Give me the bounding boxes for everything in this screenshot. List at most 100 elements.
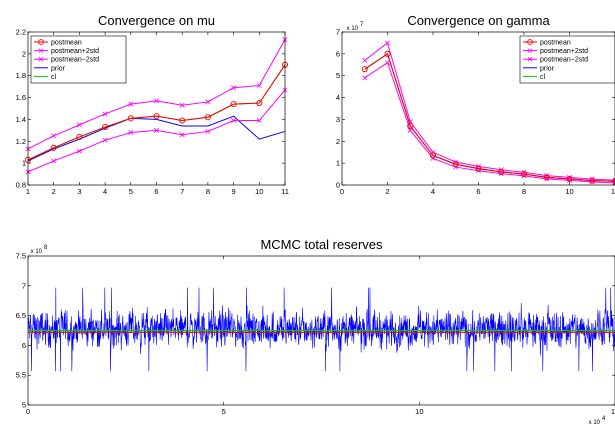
legend-marker: [527, 48, 533, 53]
legend-entry: postmean−2std: [51, 57, 99, 64]
data-point: [256, 83, 262, 89]
x-tick-label: 4: [431, 187, 435, 196]
data-point: [361, 66, 368, 73]
chart-title: Convergence on mu: [98, 13, 215, 28]
y-multiplier-exp: 7: [360, 22, 364, 28]
data-point: [179, 102, 185, 108]
data-point: [611, 178, 615, 185]
y-tick-label: 3: [336, 115, 340, 124]
y-tick-label: 1.2: [16, 137, 26, 146]
x-multiplier-label: x 10: [589, 420, 601, 426]
chart-title: Convergence on gamma: [407, 13, 550, 28]
data-point: [205, 128, 211, 134]
y-tick-label: 2.2: [16, 28, 26, 37]
y-tick-label: 7.5: [16, 252, 26, 261]
legend-entry: postmean−2std: [540, 57, 588, 64]
legend-entry: cl: [540, 74, 546, 81]
data-point: [102, 111, 108, 117]
x-tick-label: 1: [26, 187, 30, 196]
y-tick-label: 1.8: [16, 71, 26, 80]
data-point: [102, 124, 109, 131]
legend-marker: [38, 56, 44, 62]
data-point: [475, 165, 482, 172]
chart-title: MCMC total reserves: [260, 237, 383, 252]
x-tick-label: 9: [232, 187, 236, 196]
x-tick-label: 6: [476, 187, 480, 196]
data-point: [204, 114, 211, 121]
x-tick-label: 10: [255, 187, 263, 196]
legend-entry: postmean+2std: [51, 48, 99, 55]
data-point: [51, 158, 57, 164]
y-tick-label: 4: [336, 93, 340, 102]
chart-convergence-gamma: Convergence on gamma02468101201234567pos…: [336, 13, 615, 196]
data-point: [179, 117, 186, 124]
data-point: [589, 177, 596, 184]
y-tick-label: 5: [336, 71, 340, 80]
data-point: [76, 133, 83, 140]
y-tick-label: 0.8: [16, 181, 26, 190]
y-multiplier-label: x 10: [347, 26, 359, 32]
axes-frame: [27, 31, 286, 186]
y-tick-label: 0: [336, 181, 340, 190]
legend-entry: postmean: [51, 40, 82, 47]
x-tick-label: 5: [129, 187, 133, 196]
legend-entry: postmean+2std: [540, 48, 588, 55]
data-point: [128, 130, 134, 136]
chart-convergence-mu: Convergence on mu1 2 3 4 5 6 7 8 9 10 110.811.21.4…: [16, 13, 289, 196]
data-point: [520, 171, 528, 178]
y-tick-label: 1: [336, 159, 340, 168]
data-point: [76, 122, 82, 128]
data-point: [127, 115, 134, 122]
data-point: [256, 99, 263, 107]
legend-entry: cl: [51, 74, 57, 81]
data-point: [566, 175, 573, 182]
data-point: [498, 168, 505, 175]
data-point: [256, 118, 262, 124]
data-point: [407, 127, 413, 133]
axes-frame: [341, 31, 615, 186]
legend-entry: postmean: [540, 40, 571, 47]
legend-entry: prior: [51, 65, 66, 72]
x-tick-label: 5: [222, 407, 226, 416]
data-point: [50, 144, 57, 151]
data-point: [452, 161, 459, 168]
y-multiplier-label: x 10: [31, 249, 43, 255]
x-tick-label: 10: [415, 407, 423, 416]
chart-mcmc-total-reserves: MCMC total reserves05101555.566.577.5x 1…: [16, 237, 615, 426]
y-tick-label: 5: [22, 401, 26, 410]
y-tick-label: 5.5: [16, 371, 26, 380]
x-tick-label: 4: [103, 187, 107, 196]
y-tick-label: 2: [22, 49, 26, 58]
x-tick-label: 2: [385, 187, 389, 196]
y-tick-label: 1.6: [16, 93, 26, 102]
data-point: [128, 101, 134, 107]
x-tick-label: 0: [340, 187, 344, 196]
data-point: [429, 152, 437, 159]
x-tick-label: 6: [154, 187, 158, 196]
y-multiplier-exp: 8: [44, 245, 48, 251]
y-tick-label: 6: [22, 341, 26, 350]
x-tick-label: 15: [611, 407, 615, 416]
legend-entry: prior: [540, 65, 555, 72]
axes-frame: [27, 255, 615, 406]
series-line: [364, 53, 615, 182]
x-tick-label: 8: [522, 187, 526, 196]
y-tick-label: 7: [336, 28, 340, 37]
data-point: [231, 85, 237, 91]
data-point: [384, 50, 391, 57]
data-point: [154, 98, 159, 104]
data-point: [543, 174, 550, 181]
y-tick-label: 2: [336, 137, 340, 146]
legend-marker: [527, 56, 533, 62]
data-point: [407, 122, 414, 130]
series-line: [364, 61, 615, 184]
data-point: [179, 132, 185, 138]
mcmc-trace-line: [27, 287, 615, 372]
data-point: [205, 99, 211, 105]
data-point: [102, 137, 108, 143]
y-tick-label: 7: [22, 281, 26, 290]
data-point: [51, 133, 57, 139]
x-tick-label: 12: [611, 187, 615, 196]
data-point: [362, 75, 368, 81]
